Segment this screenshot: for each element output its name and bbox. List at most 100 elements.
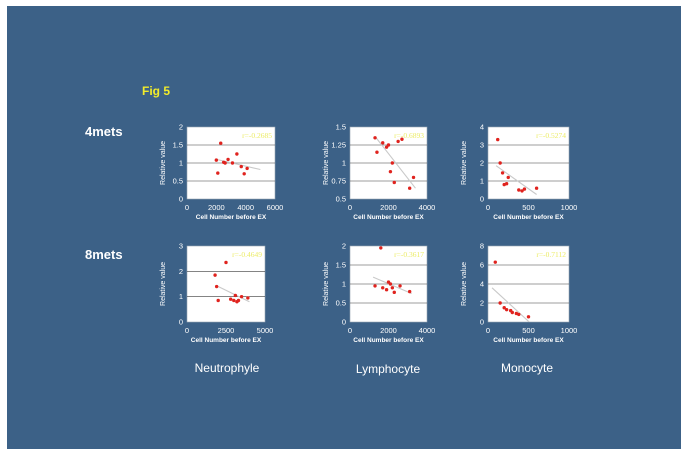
data-point [213,273,217,277]
column-label-neutrophyle: Neutrophyle [195,361,260,375]
data-point [242,172,246,176]
y-tick-label: 8 [480,242,484,251]
y-tick-label: 1.25 [331,141,346,150]
data-point [386,143,391,147]
x-axis-label: Cell Number before EX [353,337,424,344]
data-point [407,289,412,294]
data-point [520,189,524,193]
chart-panel-4mets-monocyte: 0 1 2 3 4 0 500 1000 Cell Number before EX Relati… [461,123,577,222]
y-tick-label: 0.5 [336,195,346,204]
y-tick-label: 2 [480,159,484,168]
x-tick-label: 4000 [419,203,436,212]
data-point [236,298,241,303]
data-point [392,290,396,295]
data-point [388,282,393,286]
data-point [239,164,243,169]
y-axis-label: Relative value [461,262,468,306]
y-tick-label: 1 [179,159,183,168]
x-axis-label: Cell Number before EX [196,214,267,221]
trend-line [495,165,537,195]
data-point [384,288,389,292]
data-point [216,171,220,175]
data-point [407,186,412,190]
data-point [534,186,539,190]
x-axis-label: Cell Number before EX [493,214,564,221]
data-point [219,141,223,145]
y-tick-label: 0.5 [336,299,346,308]
x-axis-label: Cell Number before EX [191,337,262,344]
data-point [498,161,502,165]
x-tick-label: 1000 [561,203,578,212]
data-point [381,141,385,145]
trend-line [217,286,250,303]
x-tick-label: 6000 [267,203,284,212]
y-tick-label: 1.5 [336,261,346,270]
chart-panel-8mets-neutrophyle: 0 1 2 3 0 2500 5000 Cell Number before EX Relati… [160,242,273,345]
x-tick-label: 0 [348,326,352,335]
y-tick-label: 2 [179,267,183,276]
x-tick-label: 0 [185,203,189,212]
y-tick-label: 4 [480,123,484,132]
y-tick-label: 1 [480,177,484,186]
data-point [235,152,239,156]
data-point [400,137,404,141]
data-point [373,284,377,288]
x-tick-label: 0 [348,203,352,212]
correlation-label: r=-0.2685 [242,131,272,140]
data-point [390,161,395,165]
x-tick-label: 0 [486,326,490,335]
data-point [230,161,235,165]
x-tick-label: 0 [185,326,189,335]
chart-panel-8mets-lymphocyte: 0 0.5 1 1.5 2 0 2000 4000 Cell Number before EX R… [323,242,435,345]
y-axis-label: Relative value [323,262,330,306]
y-axis-label: Relative value [160,141,167,185]
scatter-plot-grid: Fig 5 4mets 8mets Neutrophyle Lymphocyte… [85,84,577,376]
y-tick-label: 1 [342,280,346,289]
y-tick-label: 1.5 [336,123,346,132]
data-point [214,284,219,289]
data-point [224,260,228,265]
chart-panel-8mets-monocyte: 0 2 4 6 8 0 500 1000 Cell Number before EX Relati… [461,242,577,345]
data-point [510,310,514,315]
data-point [228,297,233,301]
row-label-4mets: 4mets [85,124,123,139]
data-point [245,166,249,171]
y-tick-label: 0 [480,318,484,327]
data-point [498,301,502,305]
data-point [388,169,393,174]
data-point [496,137,500,142]
y-tick-label: 0 [179,195,183,204]
x-tick-label: 500 [522,326,535,335]
data-point [223,161,227,165]
data-point [493,260,497,264]
correlation-label: r=-0.6893 [394,131,424,140]
data-point [226,157,230,162]
plot-area [186,245,266,323]
data-point [375,150,379,154]
data-point [239,294,244,299]
data-point [517,312,521,317]
trend-line [491,287,531,322]
column-label-lymphocyte: Lymphocyte [356,362,421,376]
x-axis-label: Cell Number before EX [493,337,564,344]
y-tick-label: 0.5 [173,177,183,186]
y-tick-label: 3 [179,242,183,251]
y-tick-label: 4 [480,280,484,289]
x-tick-label: 500 [522,203,535,212]
chart-panel-4mets-lymphocyte: 0.5 0.75 1 1.25 1.5 0 2000 4000 Cell Number befo… [323,123,435,222]
y-tick-label: 2 [342,242,346,251]
y-tick-label: 2 [179,123,183,132]
x-tick-label: 2000 [380,203,397,212]
row-label-8mets: 8mets [85,247,123,262]
data-point [398,284,402,288]
data-point [373,136,377,140]
data-point [381,286,385,290]
data-point [522,187,527,191]
data-point [517,188,521,192]
data-point [246,296,250,300]
x-tick-label: 5000 [257,326,274,335]
data-point [500,171,505,175]
data-point [504,307,509,312]
x-axis-label: Cell Number before EX [353,214,424,221]
